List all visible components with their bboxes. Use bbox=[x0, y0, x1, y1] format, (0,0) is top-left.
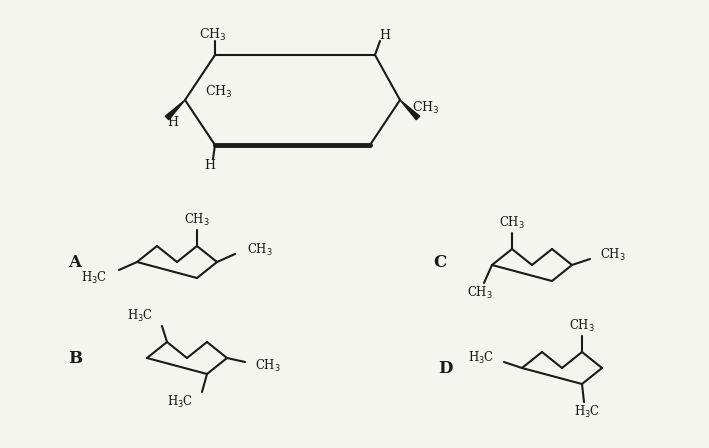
Text: H: H bbox=[167, 116, 179, 129]
Polygon shape bbox=[400, 100, 420, 120]
Text: CH$_3$: CH$_3$ bbox=[569, 318, 595, 334]
Text: C: C bbox=[433, 254, 447, 271]
Polygon shape bbox=[165, 100, 185, 120]
Text: CH$_3$: CH$_3$ bbox=[199, 27, 227, 43]
Text: D: D bbox=[437, 359, 452, 376]
Text: CH$_3$: CH$_3$ bbox=[600, 247, 626, 263]
Text: B: B bbox=[68, 349, 82, 366]
Text: A: A bbox=[69, 254, 82, 271]
Text: CH$_3$: CH$_3$ bbox=[255, 358, 281, 374]
Text: CH$_3$: CH$_3$ bbox=[247, 242, 273, 258]
Text: H$_3$C: H$_3$C bbox=[167, 394, 193, 410]
Text: CH$_3$: CH$_3$ bbox=[205, 84, 233, 100]
Text: H: H bbox=[204, 159, 216, 172]
Text: CH$_3$: CH$_3$ bbox=[467, 285, 493, 301]
Text: CH$_3$: CH$_3$ bbox=[412, 100, 440, 116]
Text: H$_3$C: H$_3$C bbox=[81, 270, 107, 286]
Text: H$_3$C: H$_3$C bbox=[574, 404, 600, 420]
Text: H$_3$C: H$_3$C bbox=[468, 350, 494, 366]
Text: H: H bbox=[379, 29, 391, 42]
Text: CH$_3$: CH$_3$ bbox=[499, 215, 525, 231]
Text: H$_3$C: H$_3$C bbox=[127, 308, 153, 324]
Text: CH$_3$: CH$_3$ bbox=[184, 212, 210, 228]
